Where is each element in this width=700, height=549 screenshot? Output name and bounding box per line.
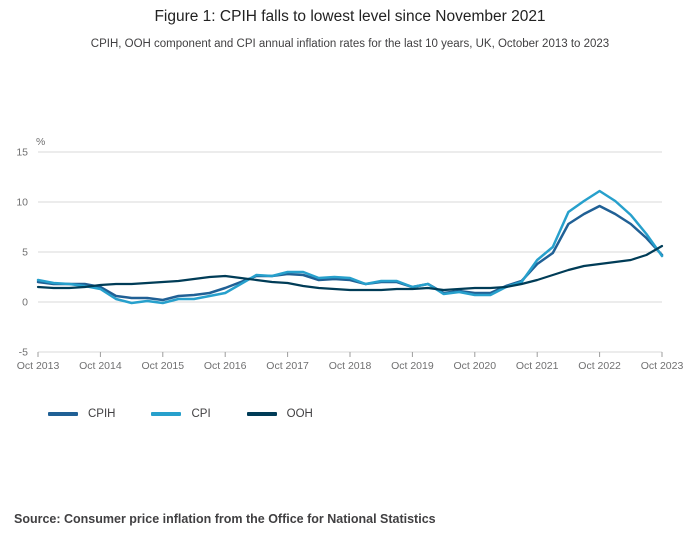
chart-title: Figure 1: CPIH falls to lowest level sin…: [154, 8, 546, 25]
svg-text:Oct 2014: Oct 2014: [79, 360, 122, 372]
legend-label-cpi: CPI: [191, 408, 211, 420]
legend-label-ooh: OOH: [286, 408, 313, 420]
svg-text:Oct 2021: Oct 2021: [516, 360, 559, 372]
svg-text:15: 15: [16, 147, 28, 159]
svg-text:Oct 2023: Oct 2023: [641, 360, 684, 372]
svg-text:Oct 2016: Oct 2016: [204, 360, 247, 372]
svg-text:0: 0: [22, 297, 28, 309]
chart-subtitle: CPIH, OOH component and CPI annual infla…: [90, 38, 610, 50]
svg-text:Oct 2013: Oct 2013: [17, 360, 60, 372]
cpih-line-swatch-icon: [48, 412, 78, 416]
legend-item-cpi[interactable]: CPI: [151, 408, 211, 420]
svg-text:Oct 2019: Oct 2019: [391, 360, 434, 372]
svg-text:10: 10: [16, 197, 28, 209]
chart-legend: CPIH CPI OOH: [48, 408, 313, 420]
legend-label-cpih: CPIH: [88, 408, 116, 420]
svg-text:%: %: [36, 136, 45, 148]
cpi-line-swatch-icon: [151, 412, 182, 416]
svg-text:5: 5: [22, 247, 28, 259]
svg-text:Oct 2015: Oct 2015: [141, 360, 184, 372]
svg-text:Oct 2017: Oct 2017: [266, 360, 309, 372]
svg-text:Oct 2020: Oct 2020: [453, 360, 496, 372]
legend-item-cpih[interactable]: CPIH: [48, 408, 115, 420]
source-attribution: Source: Consumer price inflation from th…: [14, 512, 436, 526]
svg-text:Oct 2018: Oct 2018: [329, 360, 372, 372]
legend-item-ooh[interactable]: OOH: [246, 408, 313, 420]
inflation-chart: 15 10 5 0 -5% Oct 2013 Oct 2014 Oct 2015 Oct 201…: [16, 136, 684, 372]
ooh-line-swatch-icon: [246, 412, 277, 416]
svg-text:Oct 2022: Oct 2022: [578, 360, 621, 372]
svg-text:-5: -5: [19, 347, 28, 359]
